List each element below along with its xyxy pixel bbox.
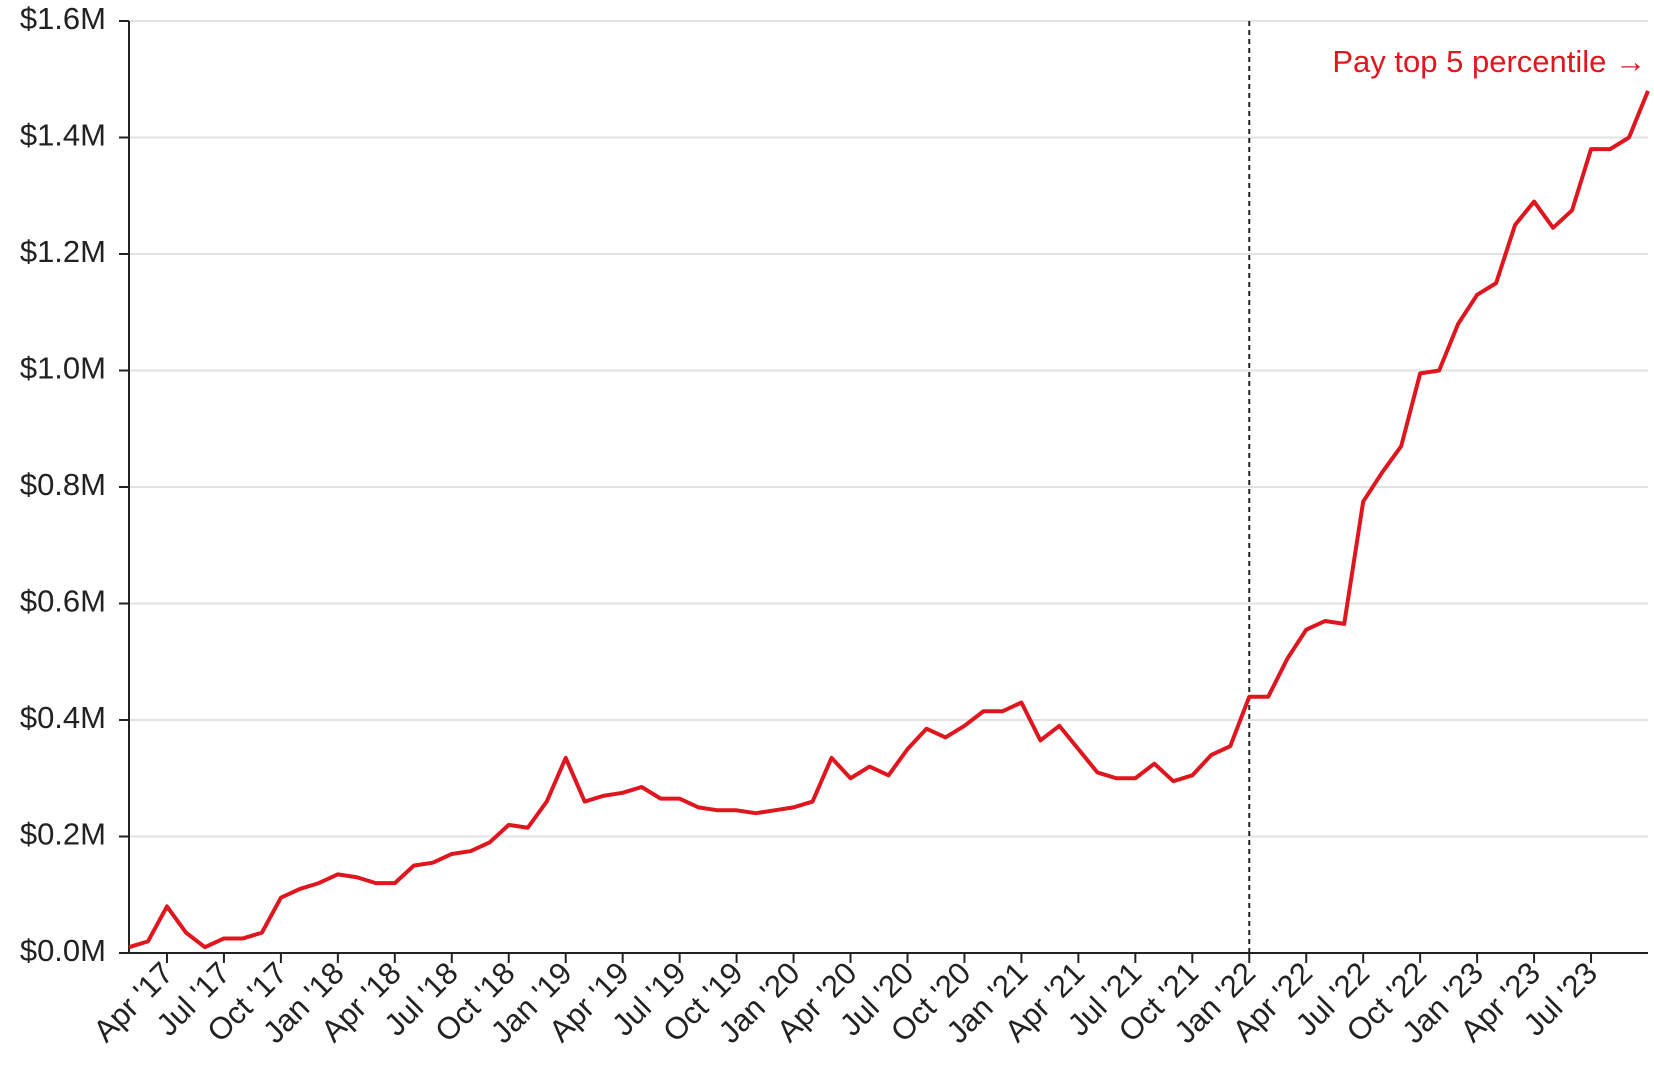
y-tick-label: $1.0M bbox=[20, 351, 106, 386]
y-tick-label: $0.6M bbox=[20, 584, 106, 619]
y-tick-label: $0.4M bbox=[20, 700, 106, 735]
y-tick-label: $1.2M bbox=[20, 234, 106, 269]
data-line bbox=[128, 90, 1650, 950]
y-tick-label: $0.2M bbox=[20, 817, 106, 852]
y-tick-label: $1.4M bbox=[20, 118, 106, 153]
y-tick-label: $0.0M bbox=[20, 933, 106, 968]
y-tick-label: $0.8M bbox=[20, 467, 106, 502]
y-tick-label: $1.6M bbox=[20, 1, 106, 36]
annotation: Pay top 5 percentile → bbox=[1332, 44, 1646, 79]
